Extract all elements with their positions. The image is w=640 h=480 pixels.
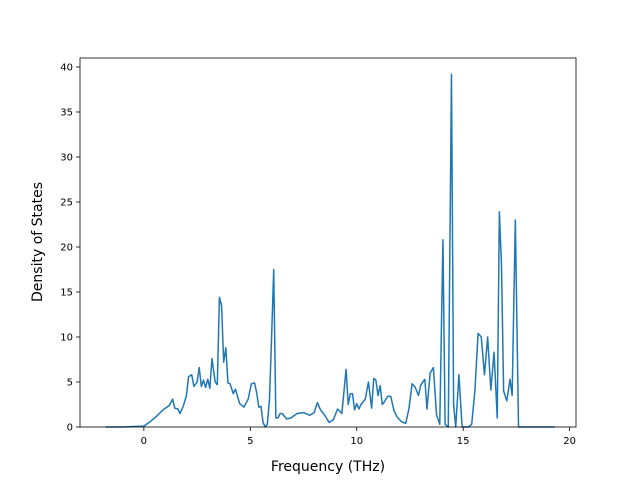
y-tick-label: 10 <box>60 333 73 344</box>
y-axis-label: Density of States <box>30 182 46 302</box>
y-tick-label: 35 <box>60 108 73 119</box>
y-tick-label: 20 <box>60 243 73 254</box>
y-tick-label: 30 <box>60 153 73 164</box>
axes-frame <box>79 57 577 428</box>
x-axis-label: Frequency (THz) <box>271 459 385 475</box>
y-tick-label: 15 <box>60 288 73 299</box>
y-tick-label: 25 <box>60 198 73 209</box>
y-tick-label: 40 <box>60 63 73 74</box>
y-tick-label: 5 <box>67 378 73 389</box>
x-tick-label: 15 <box>457 436 470 447</box>
x-tick-label: 10 <box>350 436 363 447</box>
x-axis-ticks: 0 5 10 15 20 <box>141 427 576 447</box>
x-tick-label: 20 <box>563 436 576 447</box>
y-tick-label: 0 <box>67 423 73 434</box>
y-axis-ticks: 0 5 10 15 20 25 30 35 40 <box>60 63 80 434</box>
x-tick-label: 5 <box>247 436 253 447</box>
x-tick-label: 0 <box>141 436 147 447</box>
